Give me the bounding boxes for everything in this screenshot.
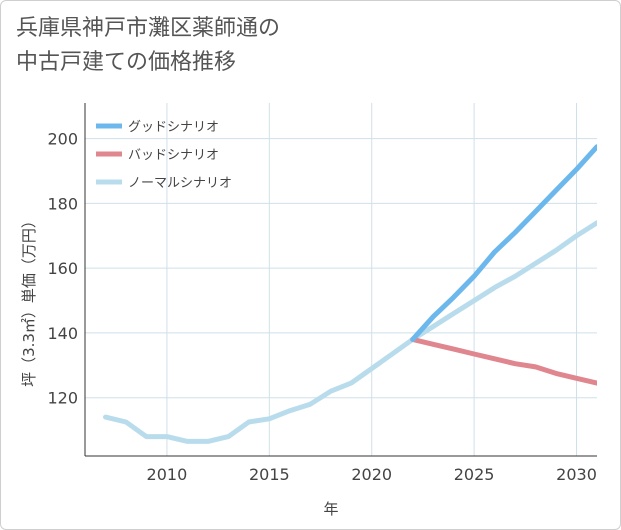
- y-tick-label-160: 160: [47, 259, 78, 278]
- legend-label-2: ノーマルシナリオ: [128, 176, 232, 191]
- axes: [84, 103, 597, 457]
- y-tick-label-200: 200: [47, 130, 78, 149]
- legend-label-1: バッドシナリオ: [128, 148, 219, 163]
- y-tick-label-180: 180: [47, 194, 78, 213]
- series-line-1: [410, 336, 597, 386]
- y-axis-title: 坪（3.3㎡）単価（万円）: [20, 213, 38, 387]
- x-tick-label-2025: 2025: [454, 465, 495, 484]
- y-tick-label-140: 140: [47, 324, 78, 343]
- series-lines: [103, 144, 597, 444]
- chart-title-line-1: 兵庫県神戸市灘区薬師通の: [16, 16, 281, 41]
- legend-label-0: グッドシナリオ: [128, 120, 219, 135]
- tick-labels: 2010 2015 2020 2025 2030 120 140 160 180 200: [47, 130, 596, 484]
- series-line-0: [410, 144, 597, 342]
- x-axis-title: 年: [323, 500, 338, 518]
- y-tick-label-120: 120: [47, 389, 78, 408]
- x-tick-label-2015: 2015: [249, 465, 290, 484]
- x-tick-label-2030: 2030: [556, 465, 597, 484]
- x-tick-label-2020: 2020: [351, 465, 392, 484]
- chart-title-line-2: 中古戸建ての価格推移: [16, 50, 237, 75]
- chart-title: 兵庫県神戸市灘区薬師通の 中古戸建ての価格推移: [16, 12, 280, 80]
- x-tick-label-2010: 2010: [147, 465, 188, 484]
- grid-lines: [85, 103, 597, 456]
- series-line-2: [103, 220, 597, 444]
